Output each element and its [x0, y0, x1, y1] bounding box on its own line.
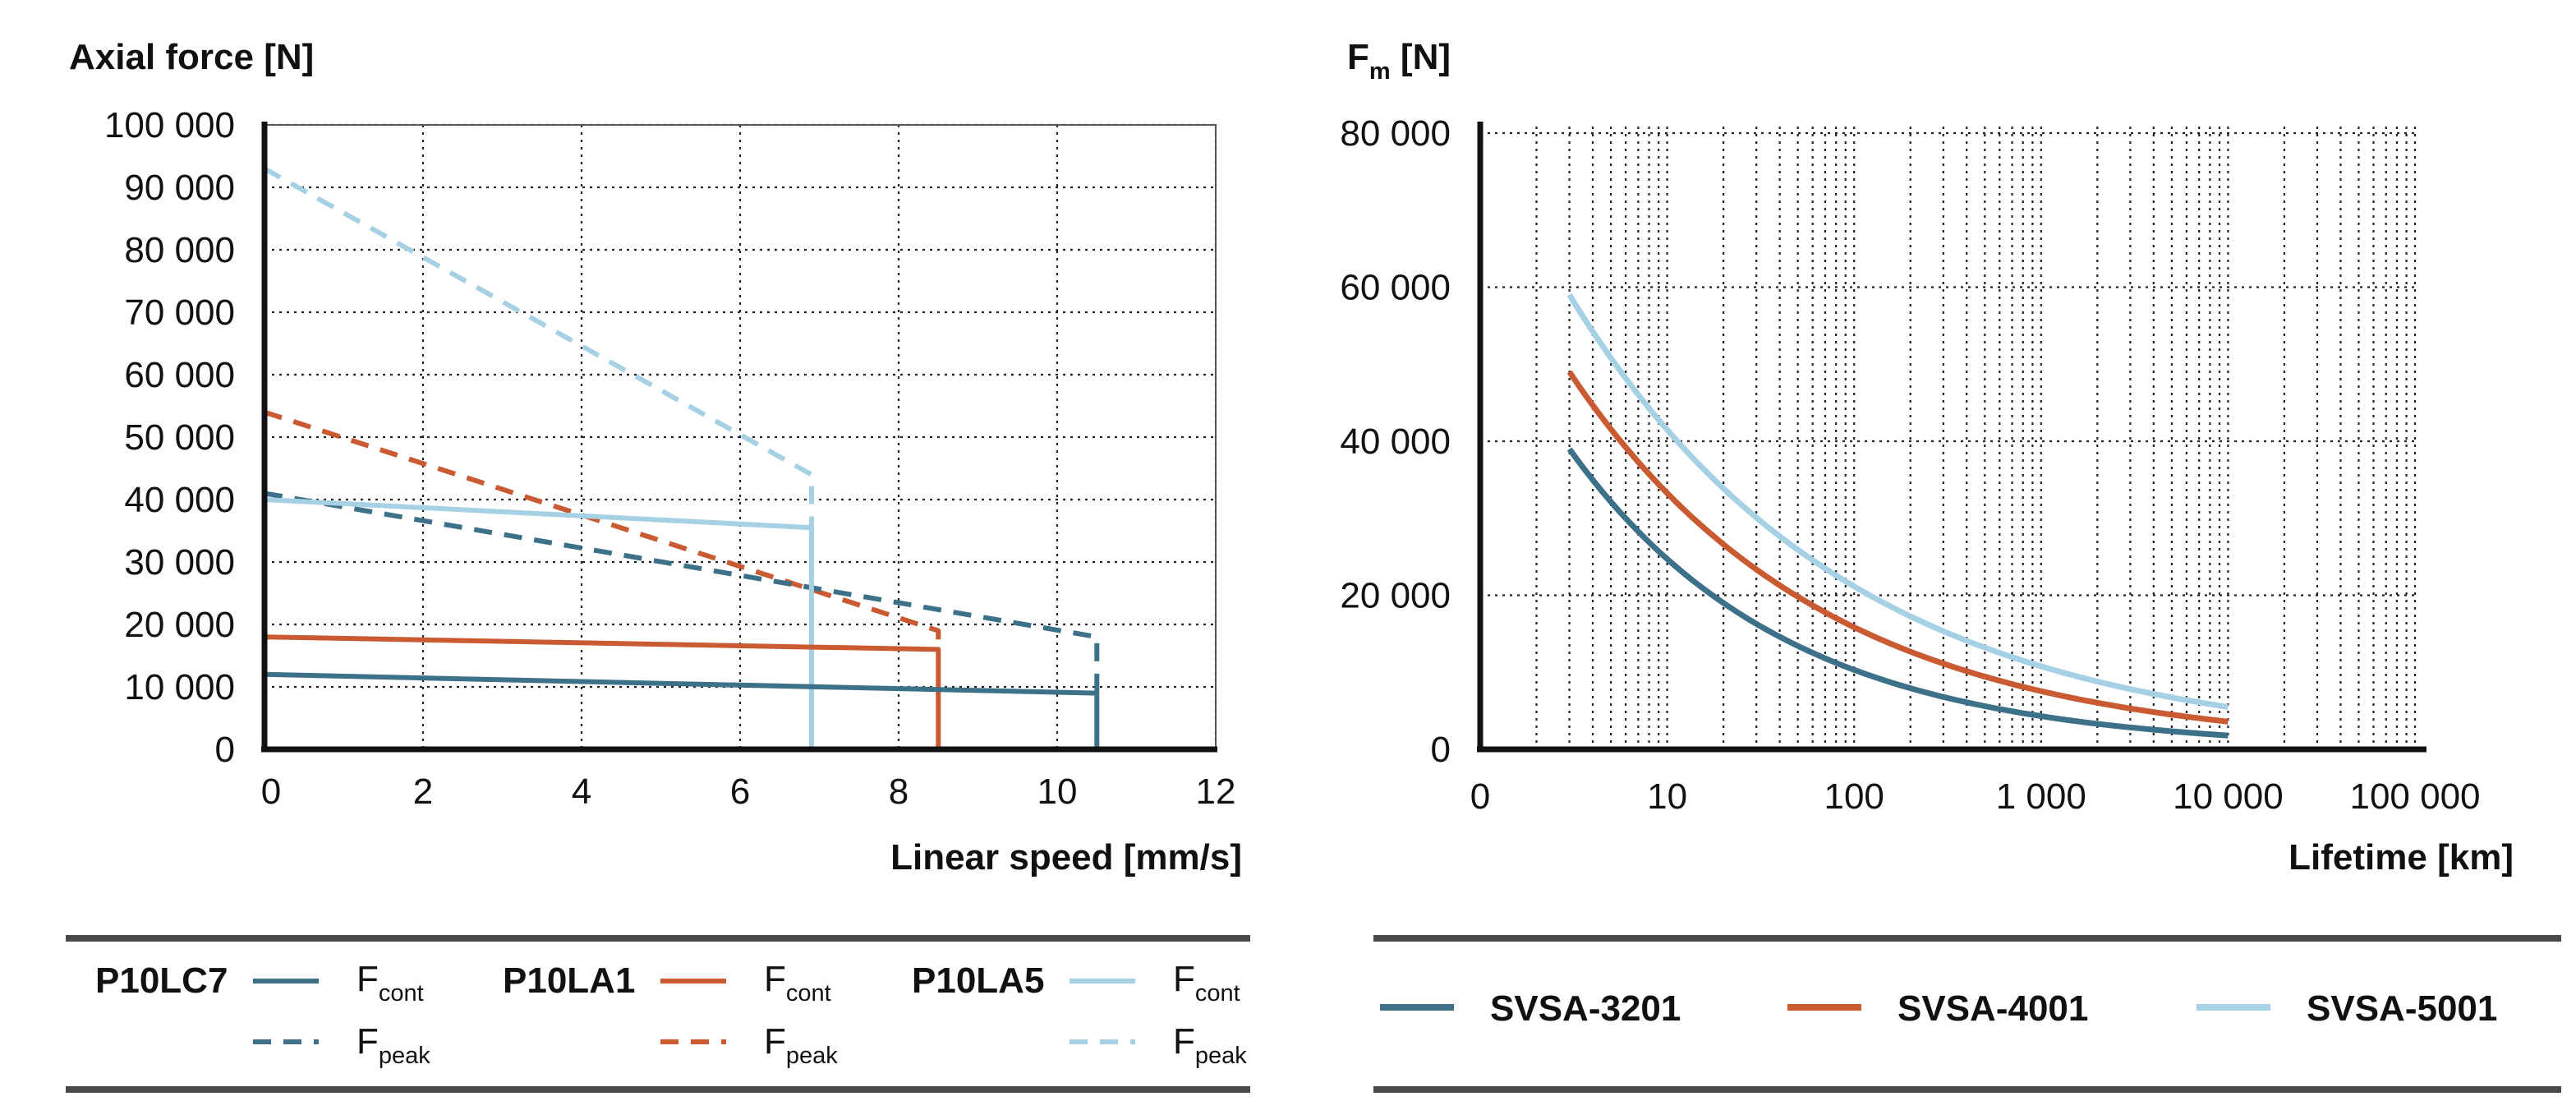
left-x-tick-label: 2 — [413, 772, 433, 812]
right-y-tick-label: 80 000 — [1340, 113, 1451, 154]
legend-label-main: F — [356, 1021, 379, 1062]
right-chart-title: Fm [N] — [1347, 37, 1451, 85]
legend-group-label: P10LC7 — [95, 960, 228, 1001]
right-title-unit: [N] — [1391, 37, 1451, 77]
left-y-tick-label: 30 000 — [124, 542, 235, 583]
legend-label-main: F — [1173, 959, 1195, 999]
legend-label-sub: peak — [379, 1043, 430, 1069]
left-series-lines — [263, 166, 1100, 749]
legend-label-fcont: Fcont — [764, 959, 831, 1007]
left-x-tick-label: 4 — [572, 772, 591, 812]
series-line-svsa-5001 — [1566, 293, 2229, 710]
legend-label: SVSA-4001 — [1898, 988, 2088, 1029]
right-x-tick-label: 0 — [1470, 776, 1490, 817]
right-title-sub: m — [1369, 58, 1391, 85]
left-y-tick-labels: 0 10 000 20 000 30 000 40 000 50 000 60 000 70 … — [104, 105, 235, 770]
left-y-tick-label: 50 000 — [124, 417, 235, 458]
left-y-tick-label: 70 000 — [124, 293, 235, 333]
legend-label-sub: peak — [786, 1043, 838, 1069]
axial-force-chart: Axial force [N] 0 10 000 20 000 30 000 40 00… — [69, 37, 1242, 878]
left-x-tick-label: 12 — [1196, 772, 1236, 812]
right-y-tick-labels: 0 20 000 40 000 60 000 80 000 — [1340, 113, 1451, 770]
right-x-axis-label: Lifetime [km] — [2288, 837, 2514, 878]
series-line-svsa-4001 — [1566, 370, 2229, 725]
left-y-tick-label: 10 000 — [124, 667, 235, 707]
right-x-tick-label: 100 — [1824, 776, 1884, 817]
lifetime-chart: Fm [N] 0 20 000 40 000 60 000 80 000 0 10 100 1… — [1340, 37, 2514, 878]
left-y-tick-label: 80 000 — [124, 230, 235, 270]
right-x-tick-label: 10 000 — [2173, 776, 2284, 817]
left-grid — [264, 123, 1217, 749]
legend-label-main: F — [764, 1021, 786, 1062]
left-y-tick-label: 60 000 — [124, 355, 235, 395]
left-y-tick-label: 40 000 — [124, 480, 235, 520]
legend-label-sub: cont — [1195, 980, 1240, 1007]
legend-label-sub: cont — [379, 980, 424, 1007]
legend-item-svsa-4001: SVSA-4001 — [1787, 988, 2088, 1029]
right-x-tick-labels: 0 10 100 1 000 10 000 100 000 — [1470, 776, 2481, 817]
right-legend: SVSA-3201 SVSA-4001 SVSA-5001 — [1373, 935, 2561, 1093]
left-y-tick-label: 20 000 — [124, 605, 235, 645]
left-x-tick-label: 8 — [889, 772, 908, 812]
right-y-tick-label: 20 000 — [1340, 576, 1451, 616]
left-x-tick-label: 0 — [261, 772, 281, 812]
left-y-tick-label: 0 — [215, 730, 235, 770]
left-y-tick-label: 90 000 — [124, 168, 235, 208]
series-line-p10la1-fcont — [264, 634, 941, 749]
series-line-p10lc7-fcont — [264, 671, 1100, 749]
left-x-tick-labels: 0 2 4 6 8 10 12 — [261, 772, 1236, 812]
legend-label-fpeak: Fpeak — [356, 1021, 430, 1069]
legend-item-svsa-5001: SVSA-5001 — [2196, 988, 2497, 1029]
right-title-main: F — [1347, 37, 1369, 77]
legend-label-main: F — [356, 959, 379, 999]
left-x-tick-label: 6 — [730, 772, 750, 812]
right-x-tick-label: 1 000 — [1996, 776, 2086, 817]
right-y-tick-label: 0 — [1431, 730, 1451, 770]
legend-label-main: F — [1173, 1021, 1195, 1062]
legend-label: SVSA-5001 — [2307, 988, 2497, 1029]
right-y-tick-label: 60 000 — [1340, 268, 1451, 308]
series-line-p10la5-fpeak — [263, 166, 814, 528]
right-series-lines — [1566, 293, 2229, 739]
series-line-p10la5-fcont — [264, 497, 814, 749]
legend-label-fpeak: Fpeak — [1173, 1021, 1247, 1069]
right-y-tick-label: 40 000 — [1340, 422, 1451, 462]
legend-label-sub: peak — [1195, 1043, 1247, 1069]
right-x-tick-label: 10 — [1647, 776, 1687, 817]
legend-label-fcont: Fcont — [356, 959, 424, 1007]
legend-label-main: F — [764, 959, 786, 999]
right-grid — [1480, 127, 2417, 749]
legend-label-fpeak: Fpeak — [764, 1021, 838, 1069]
legend-group-label: P10LA5 — [912, 960, 1044, 1001]
legend-item-svsa-3201: SVSA-3201 — [1380, 988, 1681, 1029]
series-line-svsa-3201 — [1566, 447, 2229, 739]
right-x-tick-label: 100 000 — [2349, 776, 2480, 817]
legend-label: SVSA-3201 — [1490, 988, 1681, 1029]
left-y-tick-label: 100 000 — [104, 105, 235, 145]
legend-label-fcont: Fcont — [1173, 959, 1240, 1007]
series-line-p10la1-fpeak — [264, 409, 941, 650]
left-chart-title: Axial force [N] — [69, 37, 314, 77]
series-line-p10lc7-fpeak — [264, 491, 1100, 693]
legend-label-sub: cont — [786, 980, 831, 1007]
left-x-axis-label: Linear speed [mm/s] — [890, 837, 1242, 878]
left-x-tick-label: 10 — [1037, 772, 1078, 812]
legend-group-label: P10LA1 — [503, 960, 635, 1001]
